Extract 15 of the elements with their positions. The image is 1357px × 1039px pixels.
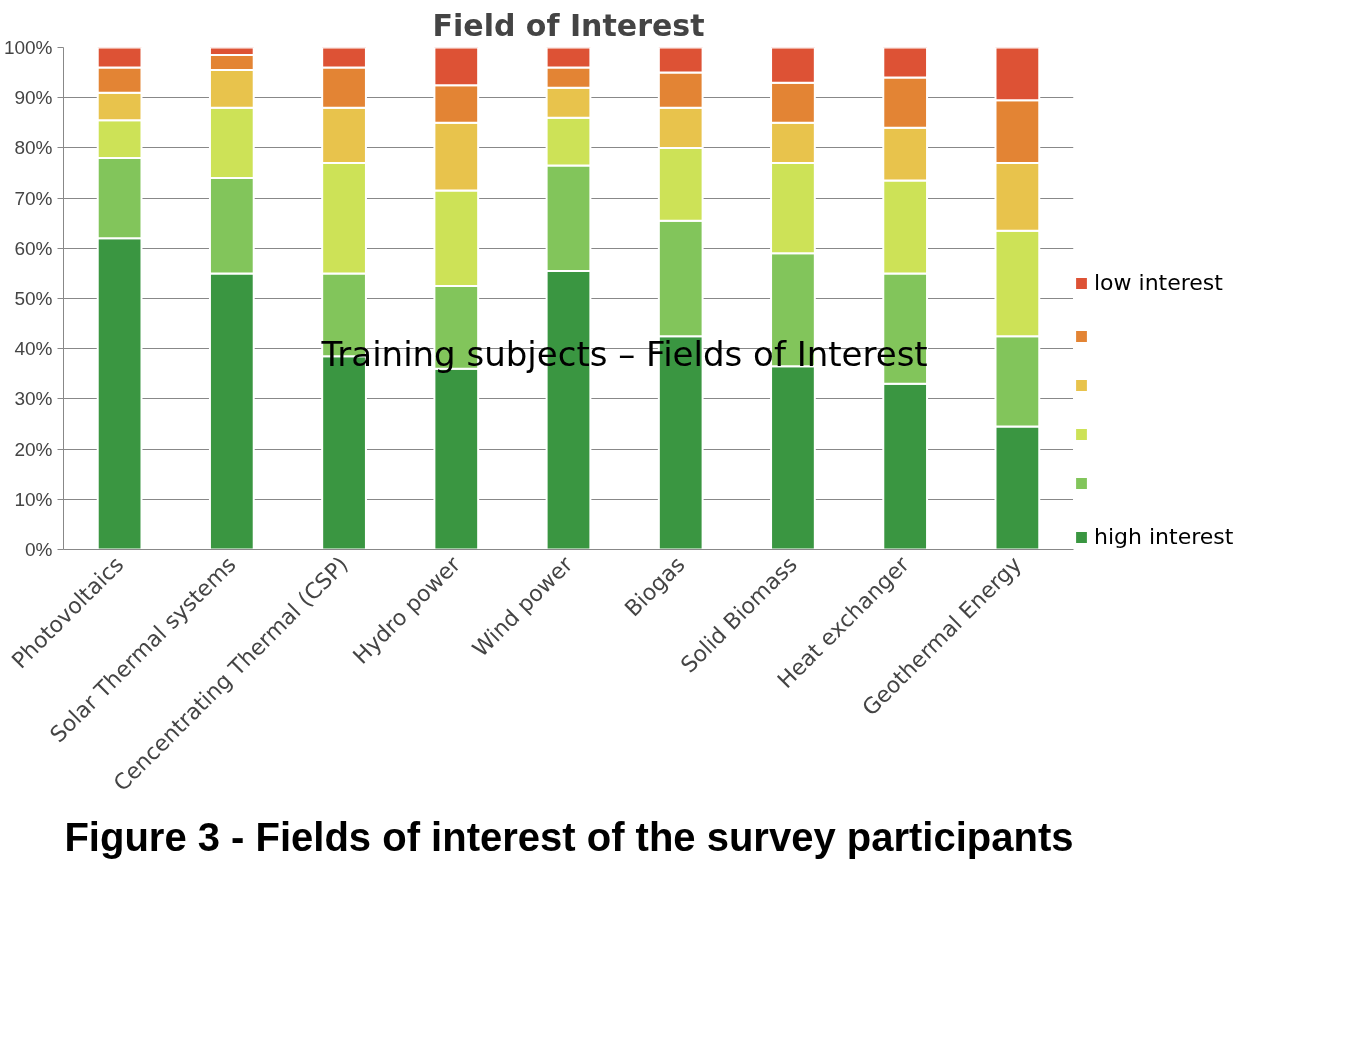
y-tick-label: 70% (14, 187, 53, 209)
y-tick-label: 20% (14, 438, 53, 460)
y-tick-label: 60% (14, 237, 53, 259)
caption: Figure 3 - Fields of interest of the survey participants (64, 814, 1074, 859)
chart-title: Field of Interest (432, 7, 705, 43)
y-tick-label: 80% (14, 137, 53, 159)
y-tick-label: 0% (25, 539, 53, 560)
y-tick-label: 50% (14, 288, 53, 309)
y-tick-label: 90% (14, 87, 53, 109)
y-tick-label: 10% (14, 488, 53, 510)
y-tick-label: 100% (3, 37, 53, 58)
legend-label: low interest (1094, 270, 1223, 295)
legend-label: high interest (1094, 524, 1234, 549)
y-tick-label: 40% (14, 338, 53, 360)
y-tick-label: 30% (14, 388, 53, 410)
